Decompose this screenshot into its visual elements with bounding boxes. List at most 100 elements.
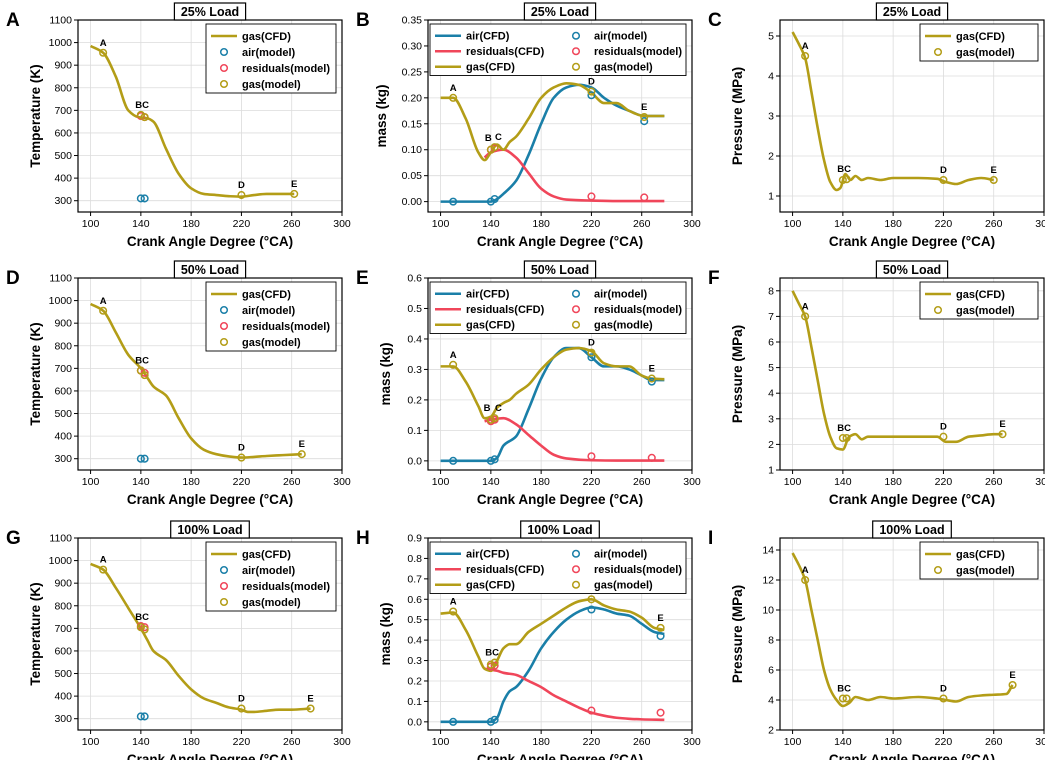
legend-label: gas(model): [956, 565, 1015, 577]
chart-panel-a: A BC D E 100 140 180 220 260 300 300 400 500 600 700 80…: [6, 2, 351, 249]
point-label-e: E: [307, 694, 313, 705]
x-tick-label: 180: [884, 476, 902, 488]
chart-panel-h: ABCDE1001401802202603000.00.10.20.30.40.…: [356, 520, 701, 765]
panel-letter: B: [356, 10, 370, 31]
panel-title-box: [875, 260, 949, 279]
series-line-gascfd: [90, 562, 311, 714]
panel-title: 100% Load: [177, 523, 242, 537]
y-tick-label: 12: [762, 575, 774, 587]
y-tick-label: 300: [54, 195, 72, 207]
data-point-airmodel: [140, 712, 149, 721]
data-point-gasmodel: [587, 87, 596, 96]
plot-area-g: [90, 562, 315, 721]
y-tick-label: 0.0: [407, 455, 422, 467]
y-tick-label: 0.35: [402, 15, 423, 27]
legend-swatch-marker: [219, 79, 229, 89]
series-line-gascfd: [440, 82, 665, 162]
legend-swatch-marker: [571, 47, 581, 56]
data-point-residualsmodel: [656, 708, 665, 717]
panel-title-box: [523, 2, 597, 21]
data-point-gasmodel: [939, 175, 948, 185]
y-tick-label: 0.7: [407, 573, 422, 585]
y-tick-label: 6: [768, 665, 774, 677]
chart-panel-i: A BC D E 100 140 180 220 260 300 2 4 6 8 10 12 14 Crank A…: [708, 520, 1045, 765]
data-point-gasmodel: [842, 433, 851, 443]
x-tick-label: 260: [985, 218, 1003, 230]
panel-title: 50% Load: [531, 263, 589, 277]
y-tick-label: 2: [768, 151, 774, 163]
data-point-gasmodel: [656, 623, 665, 632]
data-point-gasmodel: [297, 450, 306, 459]
point-label-bc: BC: [837, 684, 851, 695]
point-label-a: A: [100, 555, 107, 566]
legend-box: [429, 23, 687, 76]
series-line-gascfd: [791, 552, 1014, 708]
x-axis-label: Crank Angle Degree (°CA): [127, 234, 293, 249]
y-tick-label: 0.5: [407, 614, 422, 626]
point-label-a: A: [802, 301, 809, 312]
y-tick-label: 1000: [49, 555, 73, 567]
legend-swatch-marker: [219, 597, 229, 607]
y-tick-label: 0.30: [402, 40, 423, 52]
data-point-airmodel: [640, 117, 649, 126]
y-tick-label: 2: [768, 439, 774, 451]
data-point-gasmodel: [842, 694, 851, 703]
y-tick-label: 3: [768, 413, 774, 425]
data-point-airmodel: [449, 717, 458, 726]
legend-swatch-marker: [933, 565, 943, 575]
x-tick-label: 140: [834, 736, 852, 748]
panel-letter: C: [708, 10, 722, 31]
x-tick-label: 100: [432, 736, 450, 748]
legend-label: air(CFD): [466, 31, 510, 43]
x-tick-label: 220: [583, 736, 601, 748]
legend-label: air(model): [594, 31, 648, 43]
panel-title-box: [173, 2, 247, 21]
legend-label: gas(model): [956, 47, 1015, 59]
point-label-d: D: [588, 338, 595, 349]
point-label-bc: BC: [837, 164, 851, 175]
y-tick-label: 300: [54, 453, 72, 465]
data-point-gasmodel: [237, 453, 246, 462]
legend-swatch-marker: [219, 47, 229, 57]
x-tick-label: 260: [283, 476, 301, 488]
legend-label: residuals(CFD): [466, 304, 545, 316]
x-tick-label: 220: [935, 476, 953, 488]
y-tick-label: 0.6: [407, 273, 422, 285]
legend-label: residuals(model): [594, 304, 682, 316]
panel-letter: A: [6, 10, 20, 31]
x-axis-label: Crank Angle Degree (°CA): [477, 492, 643, 507]
legend-label: air(model): [594, 549, 648, 561]
panel-title-box: [520, 520, 600, 539]
series-line-residualscfd: [484, 667, 665, 722]
y-tick-label: 0.05: [402, 170, 423, 182]
legend-swatch-marker: [219, 337, 229, 347]
point-label-d: D: [238, 180, 245, 191]
y-tick-label: 0.0: [407, 716, 422, 728]
chart-panel-g: A BC D E 100 140 180 220 260 300 300 400 500 600 700 80…: [6, 520, 351, 765]
legend-label: air(CFD): [466, 549, 510, 561]
panel-title: 50% Load: [181, 263, 239, 277]
y-tick-label: 8: [768, 635, 774, 647]
x-tick-label: 140: [132, 736, 150, 748]
legend-label: gas(CFD): [466, 62, 515, 74]
y-tick-label: 600: [54, 645, 72, 657]
legend-label: residuals(model): [594, 46, 682, 58]
y-tick-label: 4: [768, 71, 774, 83]
point-label-d: D: [940, 684, 947, 695]
data-point-airmodel: [647, 377, 656, 386]
legend-label: gas(CFD): [956, 549, 1005, 561]
point-label-e: E: [649, 364, 655, 375]
data-point-residualsmodel: [587, 706, 596, 715]
chart-panel-f: A BC D E 100 140 180 220 260 300 1 2 3 4 5 6 7 8 Crank Ang…: [708, 260, 1045, 507]
data-point-gasmodel: [842, 175, 851, 184]
y-tick-label: 0.4: [407, 635, 422, 647]
x-tick-label: 140: [132, 476, 150, 488]
y-tick-label: 0.4: [407, 333, 422, 345]
x-axis-label: Crank Angle Degree (°CA): [477, 234, 643, 249]
x-tick-label: 300: [1035, 476, 1045, 488]
y-tick-label: 0.6: [407, 594, 422, 606]
x-tick-label: 180: [884, 736, 902, 748]
y-tick-label: 500: [54, 408, 72, 420]
point-label-e: E: [999, 419, 1005, 430]
